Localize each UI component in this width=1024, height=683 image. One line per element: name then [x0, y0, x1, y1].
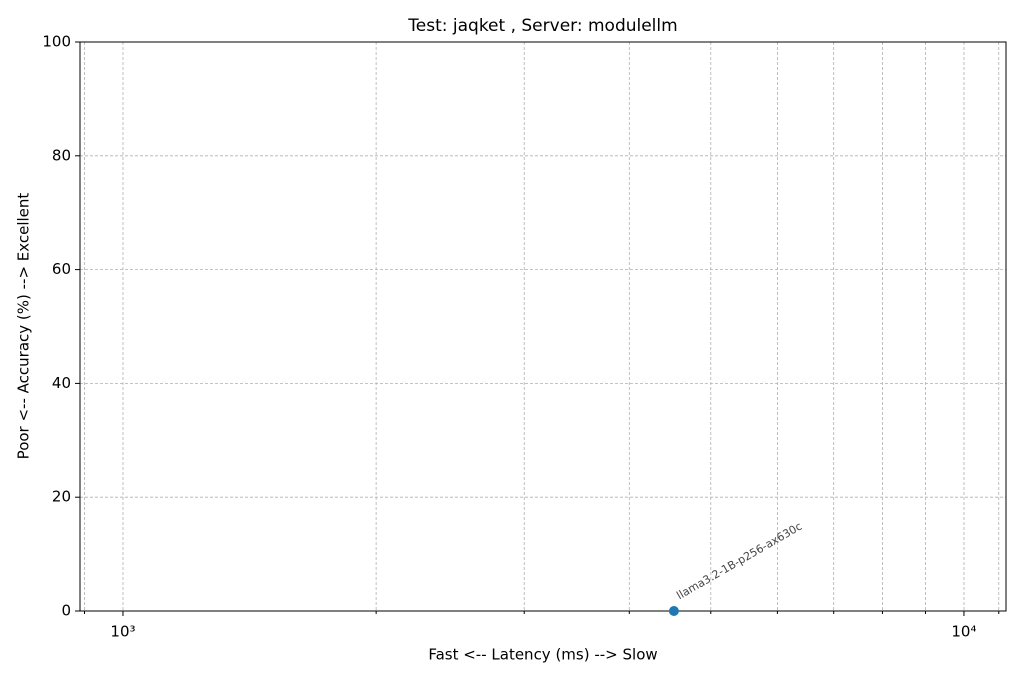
- x-tick-label: 10⁴: [951, 623, 976, 641]
- y-tick-label: 0: [61, 602, 71, 620]
- x-axis-label: Fast <-- Latency (ms) --> Slow: [428, 646, 657, 664]
- y-tick-label: 40: [52, 374, 71, 392]
- point-label: llama3.2-1B-p256-ax630c: [674, 520, 804, 603]
- y-tick-label: 80: [52, 146, 71, 164]
- plot-frame: [79, 41, 1007, 612]
- y-axis-label: Poor <-- Accuracy (%) --> Excellent: [15, 193, 33, 460]
- x-tick-label: 10³: [110, 623, 135, 641]
- y-tick-label: 20: [52, 488, 71, 506]
- chart-title: Test: jaqket , Server: modulellm: [407, 16, 677, 36]
- y-tick-label: 100: [42, 33, 71, 51]
- y-tick-label: 60: [52, 260, 71, 278]
- point: [668, 606, 679, 616]
